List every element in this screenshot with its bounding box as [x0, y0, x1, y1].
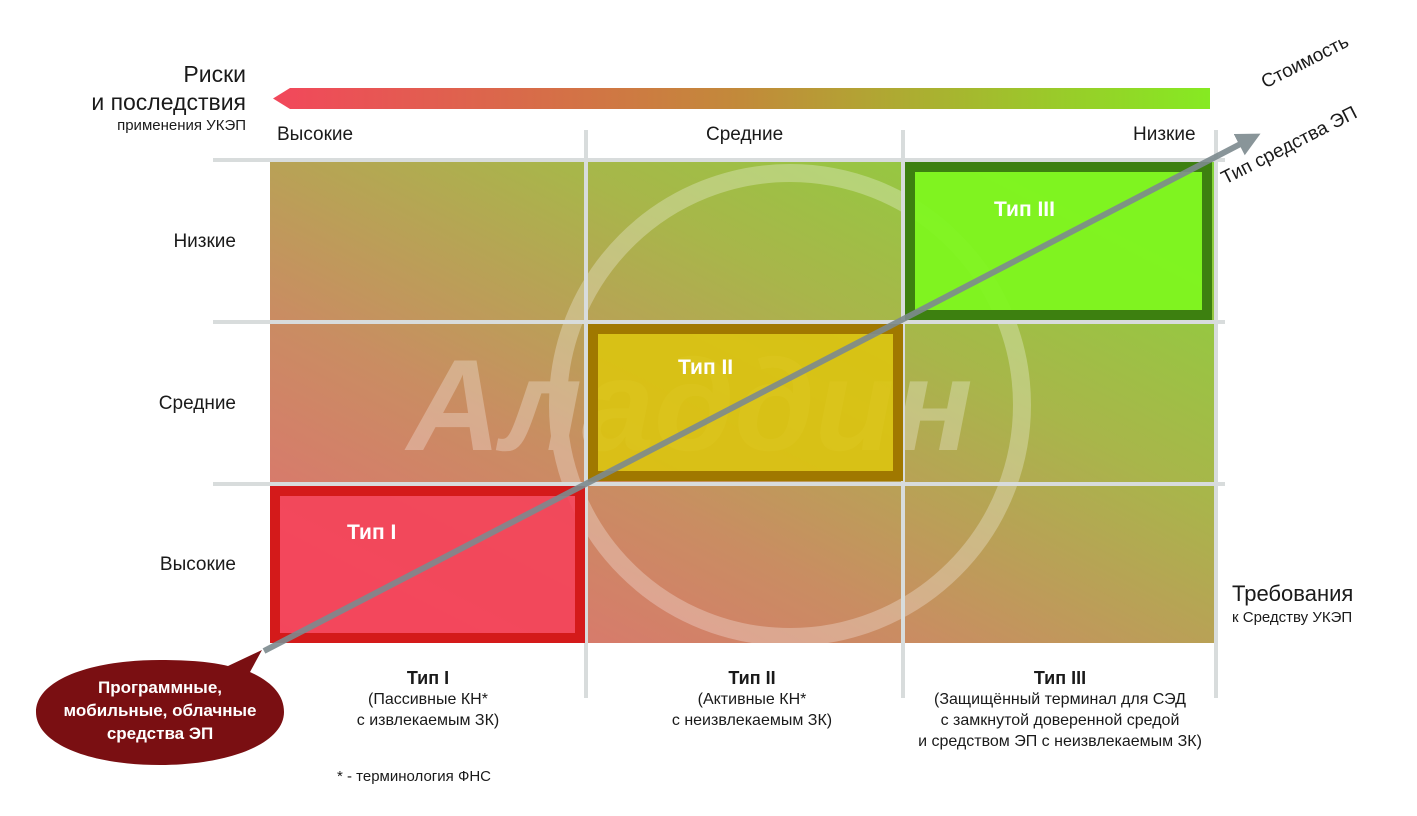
risk-title-line2: и последствия [91, 89, 246, 115]
type-3-label: Тип III [994, 198, 1055, 221]
col-head-high: Высокие [277, 124, 354, 145]
requirements-title-line1: Требования [1232, 581, 1354, 606]
bottom-col-type-3: Тип III (Защищённый терминал для СЭД с з… [895, 667, 1225, 752]
bubble-line3: средства ЭП [106, 724, 214, 743]
bottom-col-3-title: Тип III [1033, 668, 1087, 688]
col-head-low: Низкие [1133, 124, 1196, 145]
risk-title-line3: применения УКЭП [117, 117, 246, 134]
speech-bubble [36, 650, 284, 765]
bottom-col-type-2: Тип II (Активные КН* с неизвлекаемым ЗК) [587, 667, 917, 731]
risk-title-line1: Риски [183, 61, 246, 87]
requirements-title-line2: к Средству УКЭП [1232, 609, 1353, 626]
bottom-col-2-title: Тип II [728, 668, 776, 688]
requirements-axis-title: Требования к Средству УКЭП [1232, 580, 1353, 628]
row-head-low: Низкие [173, 231, 236, 252]
footnote: * - терминология ФНС [337, 768, 492, 785]
bottom-col-1-title: Тип I [406, 668, 450, 688]
col-head-medium: Средние [706, 124, 784, 145]
bottom-col-2-line1: (Активные КН* [697, 691, 807, 708]
type-1-label: Тип I [347, 521, 397, 544]
cost-arrow [262, 133, 1261, 654]
bottom-col-3-line1: (Защищённый терминал для СЭД [934, 691, 1186, 708]
type-2-label: Тип II [678, 356, 734, 379]
bottom-col-2-line2: с неизвлекаемым ЗК) [671, 712, 833, 729]
row-head-high: Высокие [159, 554, 236, 575]
bottom-col-1-line2: с извлекаемым ЗК) [356, 712, 500, 729]
bubble-line2: мобильные, облачные [63, 701, 257, 720]
risk-gradient-bar [273, 88, 1210, 109]
bottom-col-type-1: Тип I (Пассивные КН* с извлекаемым ЗК) [263, 667, 593, 731]
bubble-line1: Программные, [97, 678, 223, 697]
row-head-medium: Средние [158, 393, 236, 414]
risk-axis-title: Риски и последствия применения УКЭП [40, 60, 246, 136]
bottom-col-3-line3: и средством ЭП с неизвлекаемым ЗК) [918, 733, 1202, 750]
bottom-col-1-line1: (Пассивные КН* [368, 691, 488, 708]
bottom-col-3-line2: с замкнутой доверенной средой [940, 712, 1180, 729]
bubble-text: Программные, мобильные, облачные средств… [44, 676, 276, 745]
